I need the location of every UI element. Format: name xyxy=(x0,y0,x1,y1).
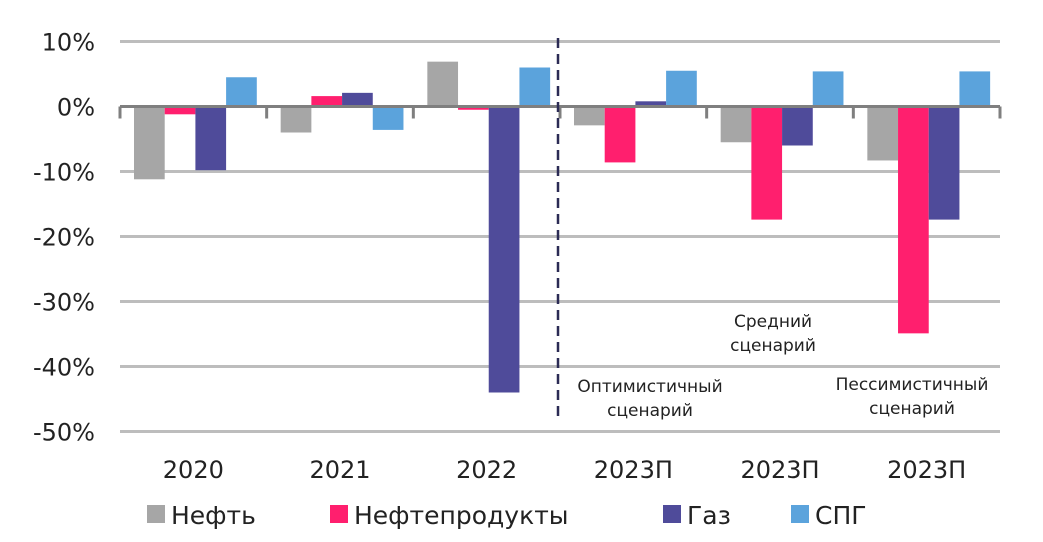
bar-СПГ xyxy=(226,77,257,107)
bar-СПГ xyxy=(666,70,697,107)
bar-Нефть xyxy=(280,106,312,133)
bar-СПГ xyxy=(372,106,404,130)
x-tick-label: 2023П xyxy=(594,456,673,484)
bar-Газ xyxy=(782,106,813,146)
y-tick-label: -10% xyxy=(33,159,95,187)
bar-Газ xyxy=(635,101,667,107)
scenario-annotation: сценарий xyxy=(869,399,955,419)
bar-СПГ xyxy=(959,71,991,107)
bar-Нефть xyxy=(134,106,165,180)
bar-Нефть xyxy=(574,106,605,126)
scenario-annotation: Пессимистичный xyxy=(836,375,989,395)
bar-Нефтепродукты xyxy=(458,106,489,110)
x-tick-label: 2023П xyxy=(740,456,819,484)
x-tick-label: 2021 xyxy=(309,456,370,484)
bar-Нефть xyxy=(720,106,752,143)
scenario-annotation: сценарий xyxy=(730,336,816,356)
legend-swatch xyxy=(791,505,809,523)
x-tick-label: 2020 xyxy=(163,456,224,484)
legend-swatch xyxy=(147,505,165,523)
bar-Нефтепродукты xyxy=(604,106,636,163)
scenario-annotation: Средний xyxy=(734,312,812,332)
legend-swatch xyxy=(330,505,348,523)
scenario-annotation: сценарий xyxy=(607,401,693,421)
legend-swatch xyxy=(663,505,681,523)
y-tick-label: -30% xyxy=(33,289,95,317)
bar-Нефть xyxy=(427,61,459,107)
y-tick-label: -20% xyxy=(33,224,95,252)
bar-Газ xyxy=(342,92,373,107)
bar-Нефтепродукты xyxy=(898,106,929,334)
y-tick-label: -50% xyxy=(33,419,95,447)
y-tick-label: 10% xyxy=(42,29,95,57)
x-tick-label: 2023П xyxy=(887,456,966,484)
y-tick-label: 0% xyxy=(57,94,95,122)
legend-label: Газ xyxy=(687,501,731,530)
y-tick-label: -40% xyxy=(33,354,95,382)
bar-Нефтепродукты xyxy=(751,106,783,220)
bar-Нефтепродукты xyxy=(311,96,343,107)
bar-Газ xyxy=(488,106,520,393)
x-tick-label: 2022 xyxy=(456,456,517,484)
bar-Нефтепродукты xyxy=(164,106,196,115)
legend-label: Нефтепродукты xyxy=(354,501,569,530)
bar-Газ xyxy=(195,106,227,171)
bar-СПГ xyxy=(519,67,551,107)
bar-СПГ xyxy=(812,71,844,107)
legend-label: Нефть xyxy=(171,501,256,530)
legend-label: СПГ xyxy=(815,501,867,530)
scenario-annotation: Оптимистичный xyxy=(577,377,722,397)
bar-Нефть xyxy=(867,106,899,161)
bar-Газ xyxy=(928,106,960,220)
